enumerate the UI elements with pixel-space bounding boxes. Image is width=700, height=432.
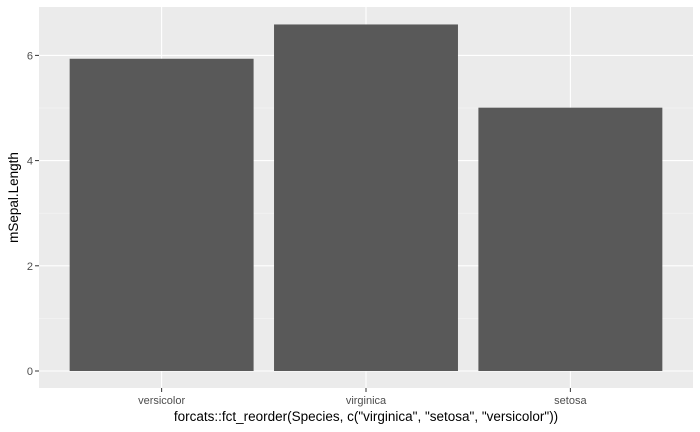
y-tick-label: 2 (27, 261, 33, 273)
y-tick-label: 4 (27, 156, 33, 168)
x-axis-title: forcats::fct_reorder(Species, c("virgini… (174, 409, 558, 424)
x-tick-label-versicolor: versicolor (138, 395, 185, 407)
y-axis-title: mSepal.Length (6, 152, 21, 243)
y-tick-label: 0 (27, 366, 33, 378)
x-tick-label-setosa: setosa (554, 395, 587, 407)
bars (69, 24, 663, 372)
y-axis: 0 2 4 6 (27, 50, 39, 378)
y-tick-label: 6 (27, 50, 33, 62)
x-axis: versicolor virginica setosa (138, 388, 587, 407)
bar-versicolor (69, 58, 254, 372)
x-tick-label-virginica: virginica (346, 395, 387, 407)
bar-setosa (478, 107, 663, 371)
bar-virginica (274, 24, 458, 371)
